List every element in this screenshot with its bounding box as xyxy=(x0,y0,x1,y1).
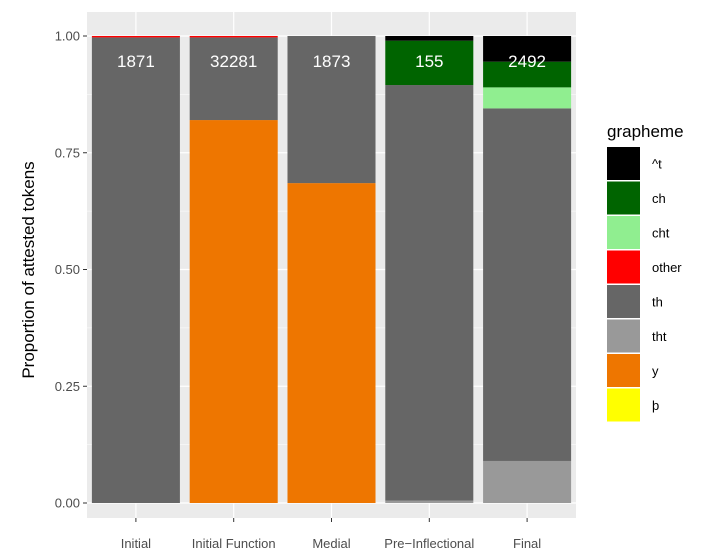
bar-segment-th-5 xyxy=(483,108,572,461)
x-tick-label: Pre−Inflectional xyxy=(384,536,474,551)
x-tick-label: Initial xyxy=(121,536,151,551)
bar-segment-other-2 xyxy=(189,36,278,38)
legend-label: y xyxy=(652,364,659,379)
legend-label: ^t xyxy=(652,157,662,172)
bar-segment-th-4 xyxy=(385,85,474,501)
legend-title: grapheme xyxy=(607,122,684,141)
count-label: 1873 xyxy=(313,52,351,71)
count-label: 2492 xyxy=(508,52,546,71)
bar-segment-ch-5 xyxy=(483,61,572,88)
count-labels: 1871 32281 1873 155 2492 xyxy=(117,52,546,71)
bar-segment-th-2 xyxy=(189,37,278,121)
count-label: 1871 xyxy=(117,52,155,71)
bar-segment-t-4 xyxy=(385,36,474,41)
legend-label: tht xyxy=(652,329,667,344)
y-axis: 0.00 0.25 0.50 0.75 1.00 xyxy=(55,29,87,511)
y-tick-label: 1.00 xyxy=(55,29,80,44)
bar-segment-th-3 xyxy=(287,36,376,184)
count-label: 32281 xyxy=(210,52,257,71)
legend-key xyxy=(607,285,640,318)
legend-label: ch xyxy=(652,191,666,206)
y-tick-label: 0.75 xyxy=(55,145,80,160)
legend: grapheme ^t ch cht other th tht y þ xyxy=(607,122,684,422)
legend-label: other xyxy=(652,260,682,275)
legend-key xyxy=(607,216,640,249)
x-tick-label: Medial xyxy=(312,536,350,551)
bar-segment-t-5 xyxy=(483,36,572,62)
legend-label: þ xyxy=(652,398,659,413)
legend-label: th xyxy=(652,295,663,310)
x-axis: Initial Initial Function Medial Pre−Inflect… xyxy=(121,518,541,551)
bars xyxy=(91,36,572,504)
legend-key xyxy=(607,147,640,180)
bar-segment-tht-4 xyxy=(385,500,474,503)
bar-segment-ch-4 xyxy=(385,40,474,86)
legend-key xyxy=(607,354,640,387)
bar-segment-tht-5 xyxy=(483,460,572,503)
legend-key xyxy=(607,388,640,422)
legend-label: cht xyxy=(652,226,670,241)
y-tick-label: 0.50 xyxy=(55,262,80,277)
x-tick-label: Final xyxy=(513,536,541,551)
bar-segment-th-1 xyxy=(91,37,180,503)
bar-segment-y-3 xyxy=(287,183,376,504)
legend-key xyxy=(607,319,640,353)
bar-segment-other-1 xyxy=(91,36,180,38)
bar-segment-cht-5 xyxy=(483,87,572,109)
y-tick-label: 0.25 xyxy=(55,379,80,394)
y-tick-label: 0.00 xyxy=(55,496,80,511)
bar-segment-y-2 xyxy=(189,120,278,503)
y-axis-title: Proportion of attested tokens xyxy=(19,161,38,378)
legend-key xyxy=(607,250,640,284)
count-label: 155 xyxy=(415,52,443,71)
x-tick-label: Initial Function xyxy=(192,536,276,551)
legend-key xyxy=(607,181,640,215)
